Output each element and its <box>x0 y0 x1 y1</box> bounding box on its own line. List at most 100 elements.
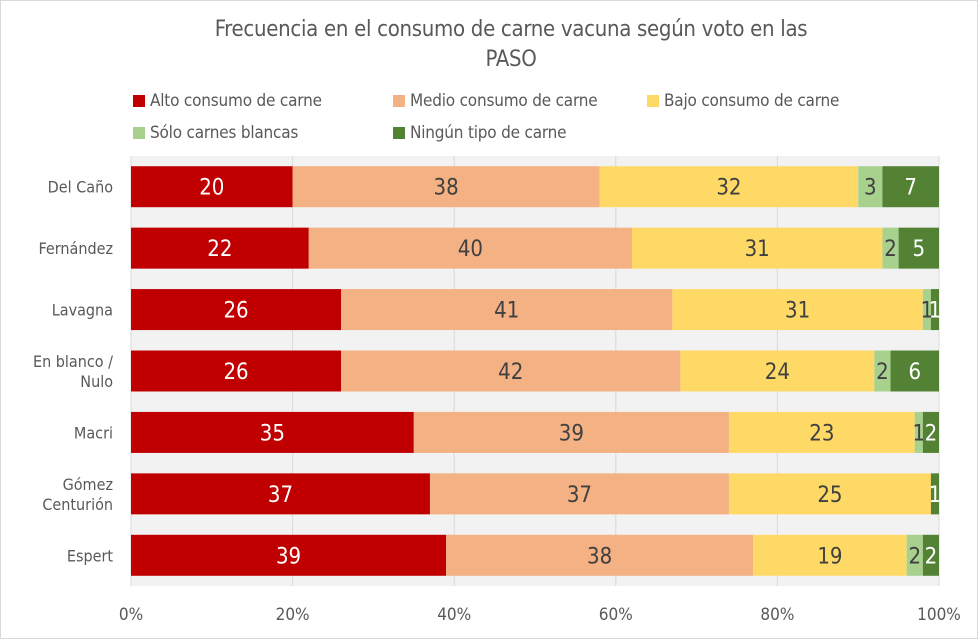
bar-segment <box>874 350 891 392</box>
legend-swatch-medio <box>393 95 405 107</box>
bar-segment <box>131 289 342 331</box>
category-label: Fernández <box>38 239 113 258</box>
data-label: 26 <box>223 360 248 385</box>
category-label: Macri <box>74 423 113 442</box>
chart-title-line-2: PASO <box>485 47 537 72</box>
data-label: 24 <box>765 360 790 385</box>
bar-segment <box>341 289 673 331</box>
legend-label-alto: Alto consumo de carne <box>150 91 322 111</box>
bar-segment <box>308 227 632 269</box>
bar-segment <box>882 227 899 269</box>
bar-segment <box>131 411 414 453</box>
legend-label-bajo: Bajo consumo de carne <box>664 91 840 111</box>
bar-segment <box>131 350 342 392</box>
data-label: 42 <box>498 360 523 385</box>
data-label: 35 <box>260 421 285 446</box>
bar-segment <box>882 166 939 208</box>
bar-segment <box>131 473 430 515</box>
data-label: 1 <box>913 421 926 446</box>
legend-label-medio: Medio consumo de carne <box>410 91 598 111</box>
bar-segment <box>413 411 729 453</box>
category-label: Gómez <box>63 475 113 494</box>
category-label: Nulo <box>80 372 113 391</box>
bar-segment <box>890 350 939 392</box>
bar-segment <box>858 166 883 208</box>
legend-swatch-blancas <box>133 127 145 139</box>
data-label: 1 <box>929 483 942 508</box>
bar-segment <box>914 411 923 453</box>
data-label: 31 <box>745 237 770 262</box>
bar-segment <box>429 473 729 515</box>
bar-segment <box>631 227 883 269</box>
bar-segment <box>922 411 939 453</box>
x-tick-label: 60% <box>599 605 633 625</box>
data-label: 23 <box>809 421 834 446</box>
x-tick-label: 80% <box>760 605 794 625</box>
data-label: 26 <box>223 299 248 324</box>
bar-segment <box>922 289 931 331</box>
legend-label-blancas: Sólo carnes blancas <box>150 123 299 143</box>
legend-item-ninguno: Ningún tipo de carne <box>393 123 567 143</box>
x-tick-label: 20% <box>276 605 310 625</box>
data-label: 25 <box>817 483 842 508</box>
data-label: 39 <box>559 421 584 446</box>
legend-swatch-alto <box>133 95 145 107</box>
x-tick-label: 100% <box>917 605 961 625</box>
bar-segment <box>131 227 309 269</box>
data-label: 5 <box>913 237 926 262</box>
data-label: 32 <box>716 176 741 201</box>
bar-segment <box>672 289 923 331</box>
bar-segment <box>728 473 931 515</box>
category-label: En blanco / <box>33 352 113 371</box>
bar-segment <box>599 166 859 208</box>
chart-title-line-1: Frecuencia en el consumo de carne vacuna… <box>214 17 808 42</box>
data-label: 2 <box>925 421 938 446</box>
data-label: 19 <box>817 544 842 569</box>
data-label: 3 <box>864 176 877 201</box>
bar-segment <box>446 534 754 576</box>
bar-segment <box>292 166 600 208</box>
bar-segment <box>906 534 923 576</box>
legend-item-bajo: Bajo consumo de carne <box>647 91 839 111</box>
legend-swatch-ninguno <box>393 127 405 139</box>
legend-swatch-bajo <box>647 95 659 107</box>
data-label: 38 <box>587 544 612 569</box>
data-label: 41 <box>494 299 519 324</box>
bar-segment <box>930 473 939 515</box>
data-label: 7 <box>904 176 917 201</box>
category-label: Lavagna <box>52 301 113 320</box>
data-label: 1 <box>921 299 934 324</box>
data-label: 37 <box>567 483 592 508</box>
data-label: 37 <box>268 483 293 508</box>
data-label: 6 <box>908 360 921 385</box>
legend-item-alto: Alto consumo de carne <box>133 91 322 111</box>
bar-segment <box>753 534 907 576</box>
data-label: 22 <box>207 237 232 262</box>
chart-title: Frecuencia en el consumo de carne vacuna… <box>121 15 901 75</box>
data-label: 31 <box>785 299 810 324</box>
legend-item-medio: Medio consumo de carne <box>393 91 598 111</box>
bar-segment <box>341 350 681 392</box>
category-label: Espert <box>67 546 114 565</box>
bar-segment <box>680 350 875 392</box>
category-label: Centurión <box>42 495 113 514</box>
legend-label-ninguno: Ningún tipo de carne <box>410 123 567 143</box>
bar-segment <box>131 166 293 208</box>
data-label: 2 <box>884 237 897 262</box>
data-label: 1 <box>929 299 942 324</box>
x-tick-label: 0% <box>119 605 143 625</box>
data-label: 2 <box>876 360 889 385</box>
data-label: 20 <box>199 176 224 201</box>
category-label: Del Caño <box>48 178 114 197</box>
bar-segment <box>922 534 939 576</box>
legend-item-blancas: Sólo carnes blancas <box>133 123 298 143</box>
data-label: 2 <box>908 544 921 569</box>
data-label: 39 <box>276 544 301 569</box>
bar-segment <box>898 227 939 269</box>
x-tick-label: 40% <box>437 605 471 625</box>
data-label: 38 <box>434 176 459 201</box>
data-label: 40 <box>458 237 483 262</box>
bar-segment <box>131 534 447 576</box>
